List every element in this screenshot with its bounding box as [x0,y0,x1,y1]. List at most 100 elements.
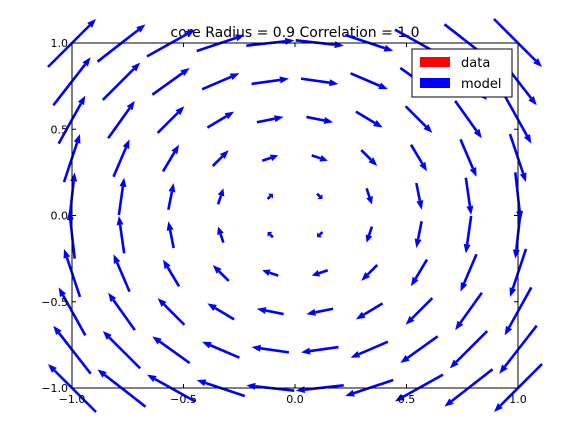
arrow-head [519,172,527,183]
arrow-shaft [219,233,225,244]
arrow-head [394,393,405,402]
quiver-arrow [405,297,434,325]
quiver-arrow [463,215,473,254]
arrow-shaft [493,18,537,62]
arrow-head [533,58,542,67]
arrow-head [217,188,225,197]
arrow-head [168,183,176,193]
quiver-arrow [217,226,225,244]
quiver-arrow [460,253,478,292]
arrow-shaft [404,105,427,128]
arrow-head [157,298,167,307]
quiver-arrow [365,187,373,205]
y-tick-label: 0.5 [51,123,69,136]
arrow-head [73,134,81,144]
arrow-head [119,177,127,188]
arrow-shaft [360,149,372,161]
arrow-head [499,364,508,374]
arrow-shaft [209,344,240,359]
quiver-arrow [156,106,185,134]
chart-title: core Radius = 0.9 Correlation = 1.0 [170,25,419,41]
arrow-head [528,96,537,106]
quiver-arrow [262,269,279,277]
arrow-head [523,134,532,144]
arrow-shaft [269,271,279,277]
arrow-shaft [206,115,228,129]
arrow-shaft [462,253,478,284]
quiver-arrow [196,34,245,53]
arrow-head [449,359,459,369]
arrow-shaft [269,233,274,239]
arrow-shaft [103,373,147,408]
quiver-arrow [108,292,136,331]
quiver-arrow [101,62,141,101]
quiver-arrow [414,221,423,248]
arrow-shaft [57,332,92,375]
arrow-shaft [318,269,329,275]
quiver-arrow [117,177,127,216]
quiver-arrow [112,139,130,178]
quiver-arrow [267,231,274,239]
arrow-head [147,374,157,383]
arrow-shaft [112,147,128,178]
arrow-shaft [318,231,324,236]
quiver-arrow [316,192,323,200]
arrow-head [122,139,130,150]
quiver-arrow [161,144,180,173]
arrow-shaft [117,186,125,216]
arrow-head [246,382,256,390]
arrow-shaft [459,291,483,324]
quiver-arrow [68,172,78,221]
arrow-shaft [309,345,339,353]
arrow-head [319,155,328,162]
arrow-shaft [108,336,142,370]
arrow-shaft [454,100,478,132]
arrow-shaft [115,262,131,293]
quiver-arrow [404,105,433,133]
arrow-shaft [365,187,371,198]
quiver-arrow [449,330,489,369]
arrow-head [323,117,334,124]
arrow-shaft [168,229,175,249]
arrow-shaft [52,63,87,107]
arrow-shaft [53,369,97,413]
arrow-shaft [314,307,334,314]
quiver-arrow [151,67,190,96]
arrow-head [82,57,91,67]
arrow-shaft [216,195,223,205]
arrow-head [58,287,67,297]
arrow-shaft [107,107,131,140]
arrow-shaft [358,340,389,356]
x-tick-label: −1.0 [59,393,86,406]
arrow-shaft [156,111,179,134]
arrow-head [166,221,174,231]
arrow-shaft [218,270,230,282]
arrow-head [126,100,135,111]
arrow-head [455,320,464,331]
arrow-head [152,336,162,345]
arrow-head [509,287,517,297]
arrow-head [235,34,245,42]
legend: data model [411,48,513,98]
arrow-shaft [508,133,525,174]
arrow-shaft [163,303,186,326]
arrow-head [317,194,323,200]
quiver-arrow [493,18,542,67]
arrow-shaft [146,32,188,58]
arrow-head [504,325,513,336]
quiver-arrow [499,324,538,374]
quiver-arrow [350,72,388,90]
quiver-arrow [317,231,324,238]
arrow-head [419,161,427,172]
arrow-head [400,354,410,364]
arrow-head [229,73,240,81]
arrow-head [444,398,454,407]
quiver-arrow [306,307,334,316]
legend-swatch-data [420,57,450,67]
arrow-head [116,215,124,226]
quiver-arrow [246,382,295,392]
arrow-head [202,341,212,349]
quiver-arrow [266,193,273,200]
arrow-head [279,76,289,84]
quiver-arrow [261,154,279,162]
